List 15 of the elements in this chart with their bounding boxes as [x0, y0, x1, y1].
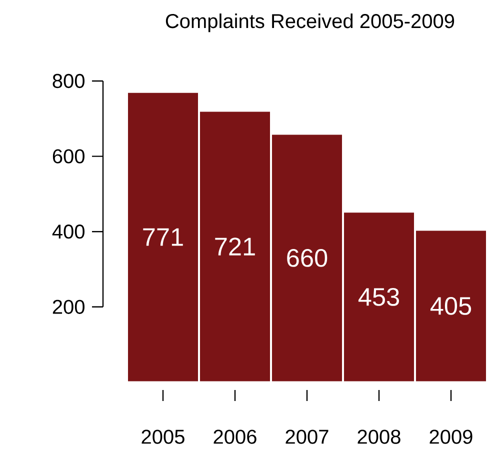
y-tick-label: 600	[52, 149, 84, 164]
data-label: 721	[215, 238, 255, 256]
x-tick-label: 2006	[214, 430, 256, 444]
x-tick-label: 2009	[430, 430, 472, 444]
x-tick-label: 2005	[142, 430, 184, 444]
chart-title: Complaints Received 2005-2009	[166, 14, 454, 32]
y-tick-label: 800	[52, 74, 84, 88]
y-tick-label: 200	[52, 300, 84, 314]
data-label: 405	[430, 296, 472, 315]
x-tick-label: 2007	[286, 430, 328, 444]
data-label: 453	[358, 288, 400, 306]
data-label: 660	[287, 248, 328, 267]
x-tick-label: 2008	[358, 430, 400, 444]
y-tick-label: 400	[52, 224, 84, 239]
data-label: 771	[143, 228, 183, 246]
